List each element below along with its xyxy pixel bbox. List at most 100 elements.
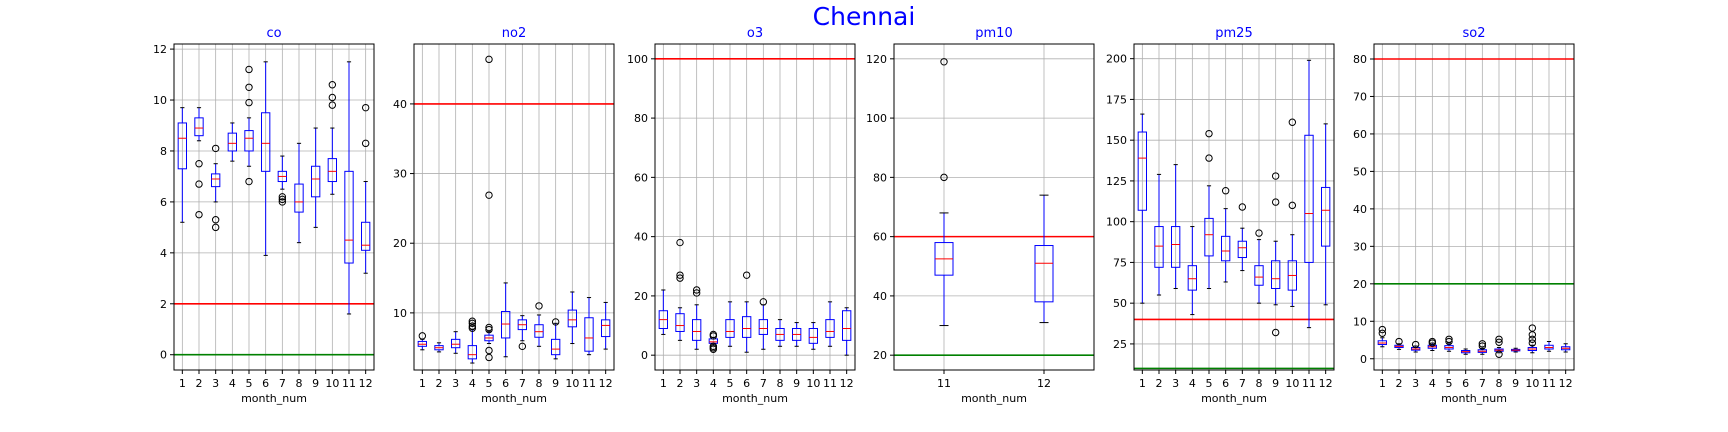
outlier-point bbox=[211, 144, 220, 153]
box-iqr bbox=[227, 132, 238, 152]
box-11 bbox=[584, 297, 594, 356]
y-tick-label: 80 bbox=[634, 112, 648, 125]
outlier-point bbox=[468, 317, 477, 325]
x-tick-label: 4 bbox=[1429, 377, 1436, 390]
x-tick-label: 9 bbox=[1512, 377, 1519, 390]
y-tick-label: 60 bbox=[1353, 128, 1367, 141]
x-tick-label: 2 bbox=[436, 377, 443, 390]
outlier-point bbox=[485, 191, 493, 199]
axes-frame bbox=[1133, 43, 1335, 371]
box-iqr bbox=[451, 338, 461, 349]
box-iqr bbox=[1221, 235, 1231, 262]
x-tick-label: 5 bbox=[246, 377, 253, 390]
box-4 bbox=[1427, 337, 1437, 352]
outlier-point bbox=[676, 238, 684, 247]
x-tick-label: 3 bbox=[212, 377, 219, 390]
y-tick-label: 6 bbox=[160, 196, 167, 209]
x-tick-label: 9 bbox=[552, 377, 559, 390]
box-11 bbox=[1304, 59, 1314, 329]
outlier-point bbox=[195, 160, 203, 168]
outlier-point bbox=[1288, 118, 1297, 126]
box-6 bbox=[1221, 187, 1231, 283]
x-axis-label: month_num bbox=[722, 392, 788, 405]
outlier-point bbox=[1528, 335, 1537, 343]
box-iqr bbox=[361, 221, 371, 251]
outlier-point bbox=[195, 180, 203, 188]
y-tick-label: 100 bbox=[1106, 216, 1127, 229]
x-tick-label: 2 bbox=[196, 377, 203, 390]
box-iqr bbox=[601, 319, 611, 338]
y-tick-label: 8 bbox=[160, 145, 167, 158]
x-tick-label: 8 bbox=[296, 377, 303, 390]
x-tick-label: 6 bbox=[502, 377, 509, 390]
subplot-title: o3 bbox=[747, 26, 763, 41]
box-iqr bbox=[344, 170, 354, 264]
x-axis-label: month_num bbox=[1201, 392, 1267, 405]
box-iqr bbox=[567, 309, 578, 328]
outlier-point bbox=[1478, 342, 1487, 350]
box-iqr bbox=[261, 112, 271, 172]
outlier-point bbox=[245, 98, 253, 107]
outlier-point bbox=[361, 103, 370, 112]
x-tick-label: 3 bbox=[1412, 377, 1419, 390]
box-iqr bbox=[1171, 226, 1181, 268]
x-tick-label: 12 bbox=[359, 377, 373, 390]
axes-frame bbox=[893, 43, 1095, 371]
axes-frame bbox=[1373, 43, 1575, 371]
box-iqr bbox=[1271, 260, 1281, 290]
box-iqr bbox=[551, 338, 561, 356]
outlier-point bbox=[485, 325, 493, 334]
x-tick-label: 5 bbox=[1206, 377, 1213, 390]
x-tick-label: 8 bbox=[536, 377, 543, 390]
outlier-point bbox=[518, 342, 527, 351]
box-iqr bbox=[1304, 134, 1314, 263]
outlier-point bbox=[1271, 328, 1280, 337]
box-iqr bbox=[675, 313, 685, 332]
x-tick-label: 11 bbox=[1302, 377, 1316, 390]
box-2 bbox=[675, 238, 685, 341]
x-tick-label: 6 bbox=[262, 377, 269, 390]
box-iqr bbox=[842, 310, 852, 341]
box-iqr bbox=[211, 173, 221, 188]
box-iqr bbox=[1187, 265, 1197, 291]
outlier-point bbox=[245, 83, 253, 91]
outlier-point bbox=[468, 322, 477, 330]
x-tick-label: 12 bbox=[1559, 377, 1573, 390]
y-tick-label: 40 bbox=[634, 231, 648, 244]
box-2 bbox=[194, 107, 204, 219]
y-tick-label: 10 bbox=[393, 307, 407, 320]
box-9 bbox=[311, 127, 321, 228]
box-iqr bbox=[1204, 217, 1214, 257]
y-tick-label: 4 bbox=[160, 247, 167, 260]
outlier-point bbox=[1445, 335, 1453, 343]
box-7 bbox=[1237, 203, 1247, 272]
y-tick-label: 40 bbox=[873, 290, 887, 303]
box-5 bbox=[1444, 335, 1454, 352]
x-tick-label: 10 bbox=[1285, 377, 1299, 390]
outlier-point bbox=[940, 58, 948, 66]
x-tick-label: 3 bbox=[1172, 377, 1179, 390]
box-iqr bbox=[194, 117, 204, 137]
outlier-point bbox=[418, 332, 427, 340]
subplot-title: no2 bbox=[502, 26, 526, 41]
x-tick-label: 7 bbox=[1239, 377, 1246, 390]
x-tick-label: 8 bbox=[777, 377, 784, 390]
outlier-point bbox=[1271, 172, 1280, 180]
outlier-point bbox=[1495, 350, 1503, 358]
box-iqr bbox=[311, 165, 321, 198]
box-1 bbox=[1377, 325, 1387, 348]
outlier-point bbox=[1255, 229, 1263, 237]
y-tick-label: 10 bbox=[153, 94, 167, 107]
subplot-title: pm10 bbox=[975, 26, 1012, 41]
box-1 bbox=[1137, 113, 1147, 304]
x-tick-label: 1 bbox=[179, 377, 186, 390]
outlier-point bbox=[328, 101, 337, 109]
box-2 bbox=[1154, 173, 1164, 296]
box-12 bbox=[1321, 123, 1331, 306]
box-iqr bbox=[1034, 245, 1054, 303]
x-tick-label: 12 bbox=[1037, 377, 1051, 390]
box-5 bbox=[725, 301, 735, 347]
box-3 bbox=[692, 286, 702, 350]
x-tick-label: 3 bbox=[452, 377, 459, 390]
